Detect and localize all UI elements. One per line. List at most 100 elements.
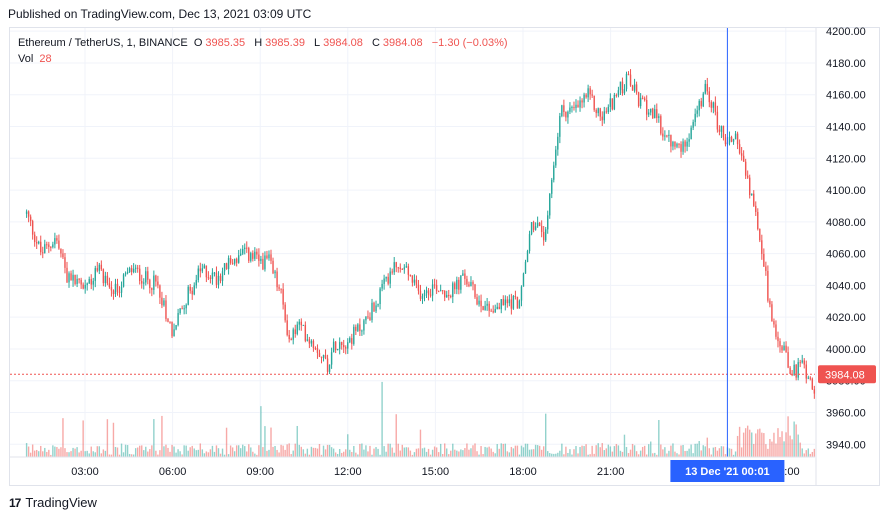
volume-bar bbox=[623, 434, 626, 457]
candle-body bbox=[508, 299, 511, 304]
candle-body bbox=[571, 107, 573, 109]
candle-body bbox=[433, 284, 436, 286]
volume-bar bbox=[585, 444, 587, 457]
volume-bar bbox=[629, 449, 632, 457]
candle-body bbox=[619, 81, 622, 91]
volume-bar bbox=[718, 448, 721, 457]
volume-bar bbox=[401, 444, 403, 457]
volume-bar bbox=[33, 450, 36, 457]
volume-bar bbox=[688, 448, 690, 457]
volume-bar bbox=[114, 446, 117, 457]
candle-body bbox=[383, 278, 385, 284]
candle-body bbox=[654, 109, 656, 119]
volume-bar bbox=[698, 441, 700, 457]
volume-bar bbox=[567, 452, 569, 457]
candle-body bbox=[486, 303, 488, 306]
volume-bar bbox=[425, 451, 428, 457]
volume-bar bbox=[763, 433, 765, 457]
candle-body bbox=[755, 205, 757, 212]
time-tick-label: 21:00 bbox=[597, 466, 625, 478]
candle-body bbox=[498, 306, 500, 310]
candle-body bbox=[330, 352, 333, 365]
volume-bar bbox=[169, 451, 171, 457]
candle-body bbox=[161, 297, 163, 306]
candle-body bbox=[355, 326, 357, 331]
volume-bar bbox=[769, 439, 771, 457]
volume-bar bbox=[118, 454, 121, 457]
candle-body bbox=[219, 275, 222, 281]
volume-bar bbox=[397, 443, 399, 457]
volume-bar bbox=[338, 449, 341, 457]
candle-body bbox=[195, 280, 197, 286]
candle-body bbox=[145, 271, 147, 283]
candle-body bbox=[639, 97, 642, 107]
candle-body bbox=[229, 258, 232, 263]
candle-body bbox=[805, 364, 807, 379]
candle-body bbox=[66, 267, 68, 283]
volume-bar bbox=[221, 448, 224, 457]
legend: Ethereum / TetherUS, 1, BINANCE O 3985.35… bbox=[18, 35, 511, 67]
candle-body bbox=[100, 264, 103, 270]
candle-body bbox=[134, 267, 137, 269]
volume-bar bbox=[783, 441, 785, 457]
volume-bar bbox=[284, 449, 286, 457]
candle-body bbox=[431, 284, 434, 296]
candle-body bbox=[736, 133, 739, 145]
legend-close: C 3984.08 bbox=[371, 37, 423, 49]
legend-vol-value: 28 bbox=[39, 53, 52, 65]
volume-bar bbox=[290, 454, 292, 457]
volume-bar bbox=[270, 427, 272, 457]
volume-bar bbox=[639, 450, 642, 457]
volume-bar bbox=[573, 449, 575, 457]
volume-bar bbox=[676, 453, 678, 457]
volume-bar bbox=[264, 426, 266, 457]
candle-body bbox=[282, 289, 284, 305]
volume-bar bbox=[359, 443, 361, 457]
candle-body bbox=[139, 268, 141, 282]
volume-bar bbox=[664, 447, 666, 457]
volume-bar bbox=[781, 431, 783, 457]
volume-bar bbox=[35, 449, 38, 457]
volume-bar bbox=[40, 445, 42, 457]
candle-body bbox=[397, 267, 399, 269]
candle-body bbox=[340, 342, 343, 346]
candle-body bbox=[361, 330, 363, 332]
candle-body bbox=[476, 297, 478, 305]
candle-body bbox=[254, 251, 256, 259]
volume-bar bbox=[542, 446, 545, 457]
candle-body bbox=[336, 348, 339, 351]
candle-body bbox=[92, 280, 94, 285]
candle-body bbox=[609, 98, 612, 107]
candle-body bbox=[56, 238, 58, 241]
candle-body bbox=[648, 112, 650, 115]
candle-body bbox=[702, 93, 704, 107]
candle-body bbox=[80, 279, 82, 285]
volume-bar bbox=[656, 454, 658, 457]
volume-bar bbox=[757, 429, 759, 457]
volume-bar bbox=[708, 448, 711, 457]
volume-bars bbox=[25, 381, 816, 457]
candle-body bbox=[387, 276, 389, 284]
volume-bar bbox=[799, 442, 801, 457]
volume-bar bbox=[458, 451, 460, 457]
volume-bar bbox=[540, 449, 543, 457]
volume-bar bbox=[262, 447, 264, 457]
candle-body bbox=[401, 268, 403, 270]
volume-bar bbox=[163, 446, 165, 457]
volume-bar bbox=[702, 445, 704, 457]
volume-bar bbox=[345, 449, 347, 457]
volume-bar bbox=[231, 447, 234, 457]
volume-bar bbox=[373, 448, 375, 457]
candle-body bbox=[58, 240, 60, 249]
volume-bar bbox=[326, 444, 329, 457]
candle-body bbox=[759, 229, 761, 241]
price-tick-label: 4140.00 bbox=[826, 122, 866, 134]
candle-body bbox=[484, 305, 486, 310]
volume-bar bbox=[577, 453, 579, 457]
candle-body bbox=[209, 277, 212, 279]
volume-bar bbox=[391, 447, 393, 457]
tradingview-logo[interactable]: 17 TradingView bbox=[9, 495, 97, 510]
volume-bar bbox=[328, 444, 331, 457]
chart-frame[interactable] bbox=[9, 27, 880, 486]
